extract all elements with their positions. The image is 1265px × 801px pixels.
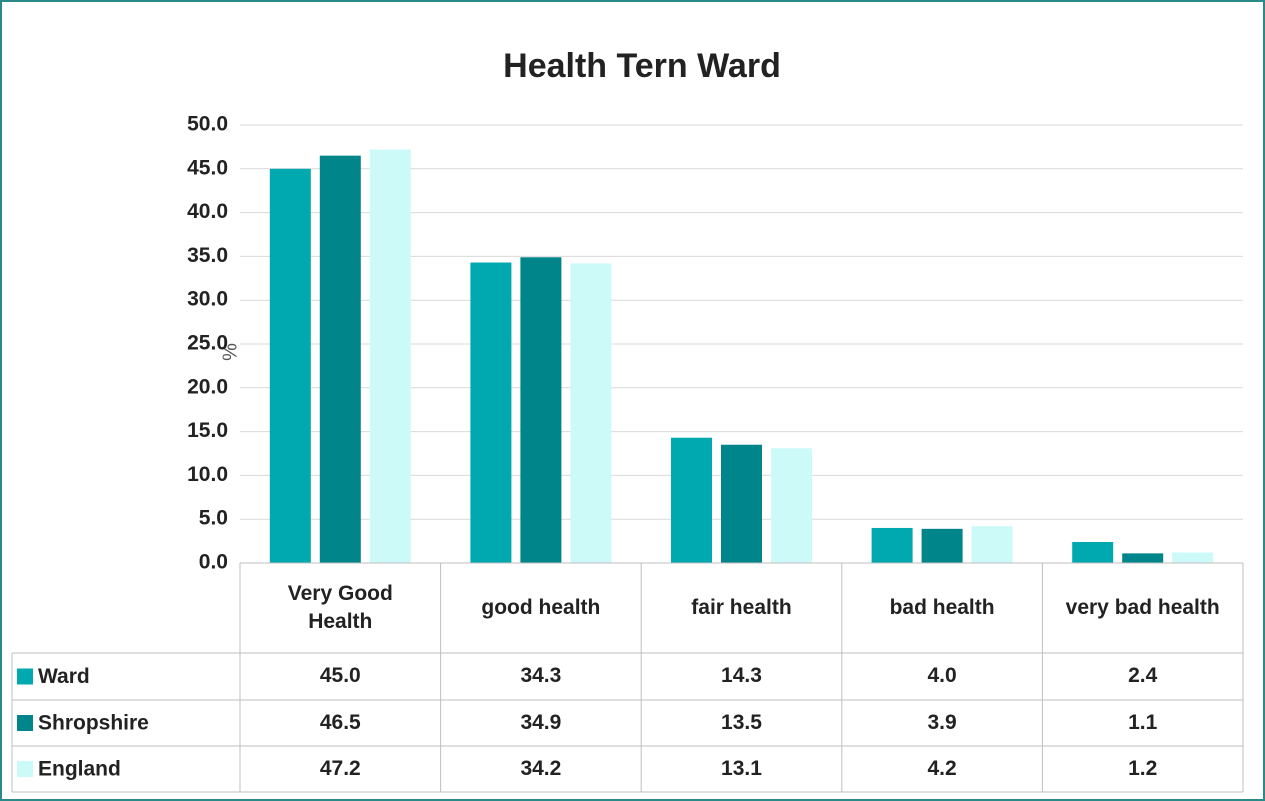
x-tick-label: fair health: [691, 595, 792, 619]
bar: [721, 444, 762, 563]
table-value-box: 4.2: [927, 756, 957, 780]
legend-label: Shropshire: [38, 712, 149, 735]
table-value-box: 47.2: [319, 756, 361, 780]
bar: [671, 437, 712, 563]
table-value-box: 34.9: [520, 710, 562, 734]
table-value: 46.5: [319, 710, 361, 734]
chart-title: Health Tern Ward: [503, 47, 781, 85]
bar: [269, 168, 311, 564]
table-value: 4.2: [927, 756, 957, 780]
x-tick-label-box: good health: [481, 595, 601, 619]
table-value-box: 2.4: [1128, 664, 1158, 688]
bar: [1072, 541, 1114, 563]
table-value-box: 1.1: [1128, 710, 1158, 734]
legend-swatch: [17, 715, 33, 731]
y-tick-label: 40.0: [187, 200, 228, 223]
table-value-box: 46.5: [319, 710, 361, 734]
bar: [921, 528, 963, 563]
y-tick-label: 10.0: [187, 463, 228, 486]
table-value: 1.1: [1128, 710, 1158, 734]
y-tick-label: 5.0: [199, 507, 228, 530]
bar: [1172, 552, 1214, 563]
table-value-box: 3.9: [927, 710, 957, 734]
table-value: 45.0: [319, 664, 361, 688]
table-value-box: 4.0: [927, 664, 957, 688]
bar: [871, 527, 913, 563]
bar: [1122, 553, 1164, 563]
y-tick-label: 50.0: [187, 113, 228, 136]
table-value-box: 45.0: [319, 664, 361, 688]
y-axis-label: %: [219, 343, 241, 361]
bar: [319, 155, 361, 563]
legend-swatch: [17, 668, 33, 685]
legend-label: Ward: [38, 665, 90, 688]
table-value-box: 34.3: [520, 664, 562, 688]
table-value: 2.4: [1128, 664, 1158, 688]
x-tick-label-box: very bad health: [1065, 595, 1220, 619]
x-tick-label: very bad health: [1065, 595, 1220, 619]
x-tick-label: good health: [481, 595, 601, 619]
table-value: 47.2: [319, 756, 361, 780]
bar: [570, 263, 612, 563]
x-tick-label: Very Good Health: [287, 581, 393, 633]
bar: [971, 526, 1013, 563]
table-value-box: 1.2: [1128, 756, 1158, 780]
legend-swatch: [17, 761, 33, 777]
y-tick-label: 25.0: [187, 332, 228, 355]
y-tick-label: 30.0: [187, 288, 228, 311]
table-value: 13.1: [721, 756, 762, 780]
bar: [771, 448, 812, 563]
table-value-box: 34.2: [520, 756, 562, 780]
y-tick-label: 45.0: [187, 156, 228, 179]
table-value-box: 13.5: [721, 710, 762, 734]
x-tick-label-box: bad health: [889, 595, 995, 619]
bar: [369, 149, 411, 563]
table-value: 34.3: [520, 664, 562, 688]
table-value-box: 14.3: [721, 664, 762, 688]
y-tick-label: 20.0: [187, 375, 228, 398]
table-value-box: 13.1: [721, 756, 762, 780]
table-value: 3.9: [927, 710, 957, 734]
table-value: 13.5: [721, 710, 762, 734]
table-value: 4.0: [927, 664, 957, 688]
table-value: 1.2: [1128, 756, 1158, 780]
table-value: 14.3: [721, 664, 762, 688]
table-value: 34.9: [520, 710, 562, 734]
bar: [470, 262, 512, 563]
y-tick-label: 15.0: [187, 419, 228, 442]
y-tick-label: 35.0: [187, 244, 228, 267]
x-tick-label-box: fair health: [691, 595, 792, 619]
y-tick-label: 0.0: [199, 551, 228, 574]
table-value: 34.2: [520, 756, 562, 780]
x-tick-label-box: Very Good Health: [287, 581, 393, 633]
legend-label: England: [38, 758, 121, 781]
x-tick-label: bad health: [889, 595, 995, 619]
bar: [520, 257, 562, 563]
